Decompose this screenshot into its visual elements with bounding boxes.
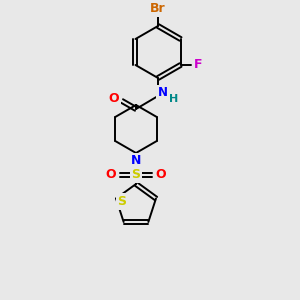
Text: F: F <box>194 58 203 71</box>
Text: N: N <box>158 86 168 100</box>
Text: H: H <box>169 94 178 104</box>
Text: Br: Br <box>150 2 166 16</box>
Text: S: S <box>131 169 140 182</box>
Text: O: O <box>106 169 116 182</box>
Text: S: S <box>118 195 127 208</box>
Text: O: O <box>156 169 166 182</box>
Text: O: O <box>109 92 119 104</box>
Text: N: N <box>131 154 141 167</box>
